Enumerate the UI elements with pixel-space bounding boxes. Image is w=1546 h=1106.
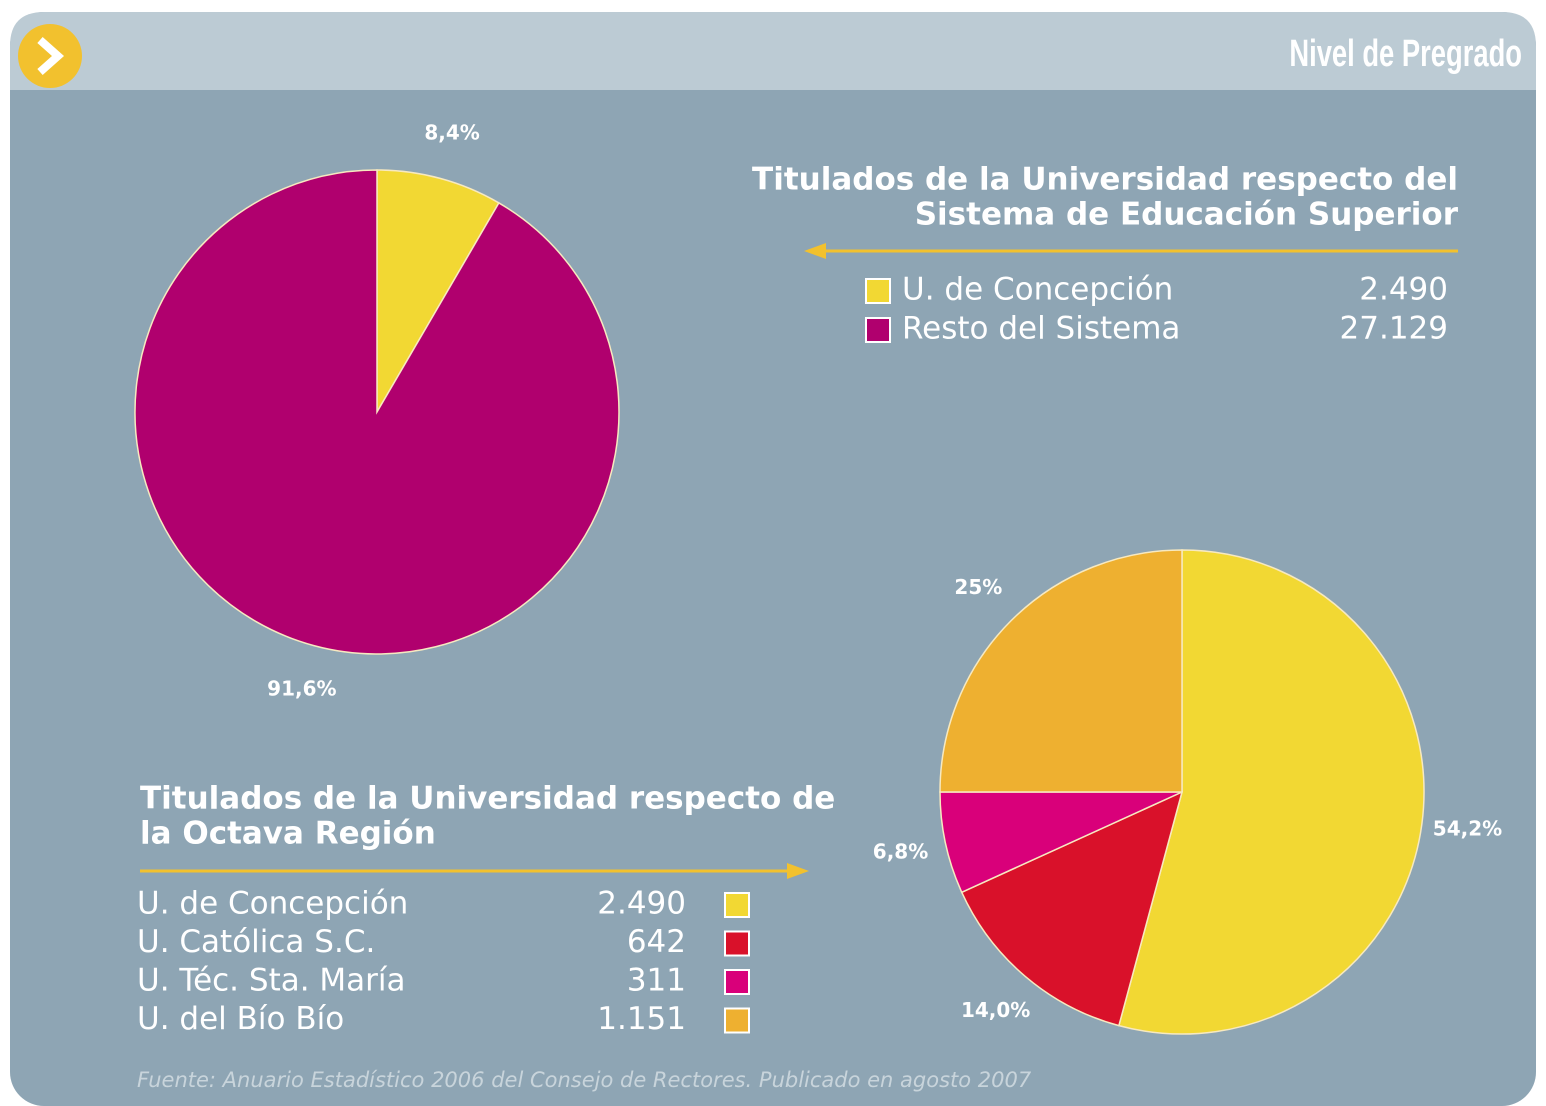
pie-slice — [1117, 549, 1425, 1035]
pie-slice — [960, 790, 1184, 1027]
legend-label: U. de Concepción — [902, 272, 1173, 308]
legend-count: 2.490 — [597, 886, 686, 922]
chart-title: la Octava Región — [140, 816, 436, 852]
legend-label: U. Católica S.C. — [137, 924, 375, 960]
slice-label: 14,0% — [961, 998, 1030, 1022]
legend-count: 2.490 — [1359, 272, 1448, 308]
legend-label: Resto del Sistema — [902, 311, 1180, 347]
legend-swatch — [724, 930, 750, 957]
legend-swatch — [724, 969, 750, 995]
legend-label: U. Téc. Sta. María — [137, 963, 406, 999]
header-icon — [18, 24, 82, 88]
slice-label: 25% — [954, 575, 1002, 599]
header-title: Nivel de Pregrado — [1289, 33, 1522, 75]
header-bar — [10, 12, 1536, 90]
chart-title: Titulados de la Universidad respecto del — [752, 162, 1458, 198]
chart-title: Sistema de Educación Superior — [915, 197, 1459, 233]
slice-label: 6,8% — [873, 840, 928, 864]
legend-swatch — [865, 317, 891, 343]
legend-swatch — [865, 278, 891, 304]
legend-count: 311 — [627, 963, 686, 999]
arrow-head — [804, 243, 826, 259]
legend-label: U. del Bío Bío — [137, 1001, 344, 1037]
source: Fuente: Anuario Estadístico 2006 del Con… — [137, 1068, 1032, 1092]
legend-count: 1.151 — [597, 1001, 686, 1037]
legend-swatch — [724, 892, 750, 918]
chevron — [37, 37, 65, 75]
pie-slice — [376, 169, 500, 415]
legend-count: 27.129 — [1340, 311, 1448, 347]
slice-label: 91,6% — [267, 677, 336, 701]
arrow-head — [787, 863, 809, 879]
legend-label: U. de Concepción — [137, 886, 408, 922]
legend-count: 642 — [627, 924, 686, 960]
chart-title: Titulados de la Universidad respecto de — [140, 781, 835, 817]
pie-slice — [134, 169, 620, 655]
slice-label: 8,4% — [424, 120, 479, 144]
pie-slice — [939, 549, 1183, 793]
legend-swatch — [724, 1007, 750, 1034]
slice-label: 54,2% — [1433, 816, 1502, 840]
